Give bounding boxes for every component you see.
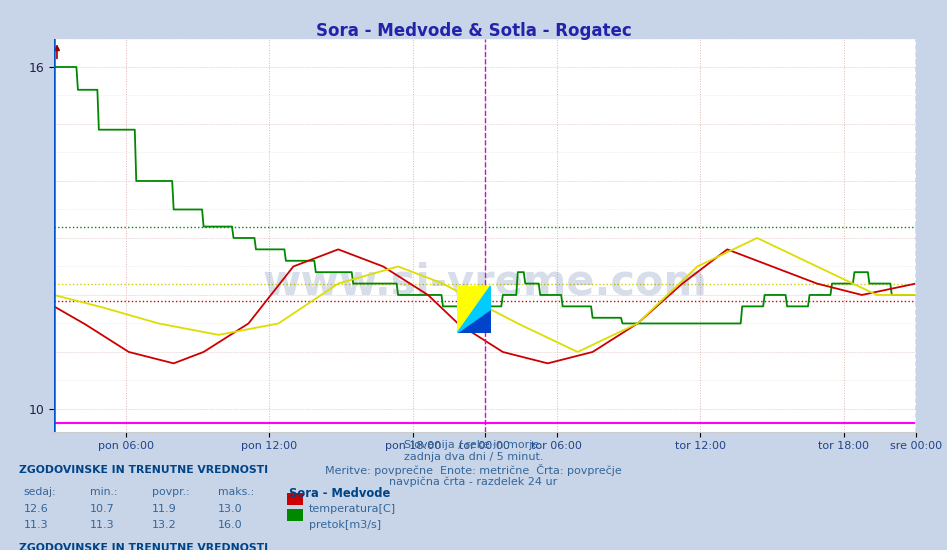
Polygon shape xyxy=(457,286,491,333)
Text: temperatura[C]: temperatura[C] xyxy=(309,504,396,514)
Text: navpična črta - razdelek 24 ur: navpična črta - razdelek 24 ur xyxy=(389,476,558,487)
Text: Slovenija / reke in morje.: Slovenija / reke in morje. xyxy=(404,440,543,450)
Text: 11.3: 11.3 xyxy=(90,520,115,530)
Text: 11.3: 11.3 xyxy=(24,520,48,530)
Text: zadnja dva dni / 5 minut.: zadnja dva dni / 5 minut. xyxy=(403,452,544,462)
Text: pretok[m3/s]: pretok[m3/s] xyxy=(309,520,381,530)
Text: ZGODOVINSKE IN TRENUTNE VREDNOSTI: ZGODOVINSKE IN TRENUTNE VREDNOSTI xyxy=(19,543,268,550)
Text: Sora - Medvode: Sora - Medvode xyxy=(289,487,390,500)
Text: Sora - Medvode & Sotla - Rogatec: Sora - Medvode & Sotla - Rogatec xyxy=(315,22,632,40)
Text: ZGODOVINSKE IN TRENUTNE VREDNOSTI: ZGODOVINSKE IN TRENUTNE VREDNOSTI xyxy=(19,465,268,475)
Text: Meritve: povprečne  Enote: metrične  Črta: povprečje: Meritve: povprečne Enote: metrične Črta:… xyxy=(325,464,622,476)
Text: 13.0: 13.0 xyxy=(218,504,242,514)
Text: min.:: min.: xyxy=(90,487,117,497)
Polygon shape xyxy=(457,286,491,333)
Text: maks.:: maks.: xyxy=(218,487,254,497)
Text: 13.2: 13.2 xyxy=(152,520,176,530)
Text: sedaj:: sedaj: xyxy=(24,487,56,497)
Text: 12.6: 12.6 xyxy=(24,504,48,514)
Text: 11.9: 11.9 xyxy=(152,504,176,514)
Polygon shape xyxy=(457,309,491,333)
Text: www.si-vreme.com: www.si-vreme.com xyxy=(262,261,707,303)
Text: povpr.:: povpr.: xyxy=(152,487,189,497)
Text: 16.0: 16.0 xyxy=(218,520,242,530)
Text: 10.7: 10.7 xyxy=(90,504,115,514)
